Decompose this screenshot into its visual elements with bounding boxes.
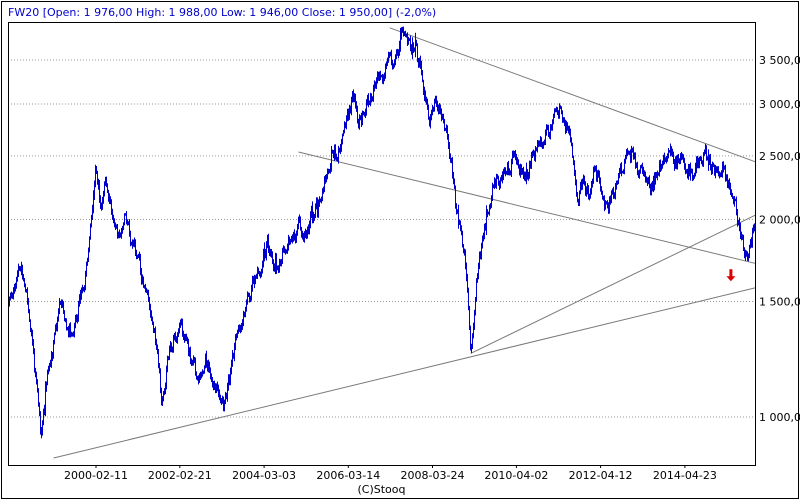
breakdown-arrow-icon — [726, 269, 736, 282]
trend-line — [298, 151, 756, 264]
trend-line — [389, 27, 756, 163]
quote-header: FW20 [Open: 1 976,00 High: 1 988,00 Low:… — [8, 6, 437, 19]
y-axis-label: 3 000,0 — [759, 98, 800, 111]
x-axis-label: 2014-04-23 — [653, 469, 717, 482]
x-axis-label: 2004-03-03 — [232, 469, 296, 482]
x-axis-label: 2010-04-02 — [484, 469, 548, 482]
y-axis-label: 2 000,0 — [759, 214, 800, 227]
x-axis-label: 2012-04-12 — [569, 469, 633, 482]
price-bars — [8, 26, 755, 439]
x-axis-label: 2000-02-11 — [64, 469, 128, 482]
y-axis-label: 1 500,0 — [759, 296, 800, 309]
y-axis-label: 1 000,0 — [759, 411, 800, 424]
trend-line — [470, 214, 756, 354]
plot-border — [8, 22, 756, 466]
y-axis-label: 2 500,0 — [759, 150, 800, 163]
copyright-label: (C)Stooq — [357, 483, 406, 496]
x-axis-label: 2002-02-21 — [148, 469, 212, 482]
y-axis-label: 3 500,0 — [759, 54, 800, 67]
trend-line — [53, 287, 756, 459]
x-axis-label: 2006-03-14 — [316, 469, 380, 482]
x-axis-label: 2008-03-24 — [401, 469, 465, 482]
